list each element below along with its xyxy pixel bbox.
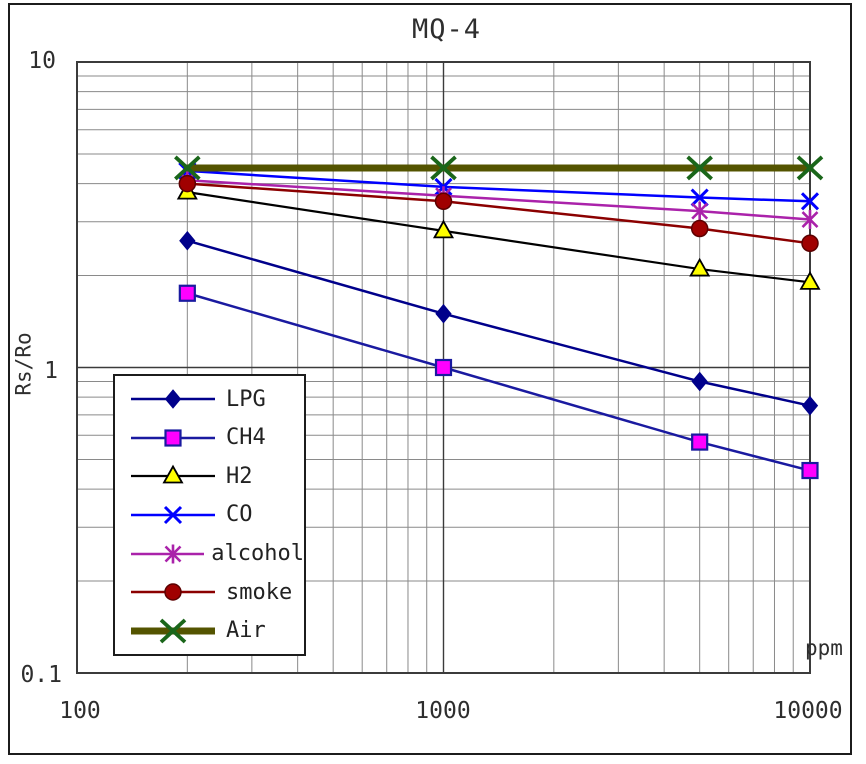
legend-label-smoke: smoke [226,579,293,605]
ch4-line-marker-icon [131,429,215,447]
legend-label-lpg: LPG [226,386,266,412]
legend-label-ch4: CH4 [226,425,266,451]
legend-item-h2: H2 [127,458,304,494]
co-line-marker-icon [131,505,215,525]
legend-item-smoke: smoke [127,574,304,610]
x-axis-unit-label: ppm [805,636,843,660]
y-tick-1: 1 [44,358,58,384]
legend-label-h2: H2 [226,463,253,489]
legend-item-co: CO [127,497,304,533]
y-axis-label: Rs/Ro [11,332,36,396]
legend-label-air: Air [226,618,266,644]
legend-label-co: CO [226,502,253,528]
lpg-line-marker-icon [131,389,215,410]
h2-line-marker-icon [131,465,215,484]
legend-item-alcohol: alcohol [127,536,304,572]
legend-item-air: Air [127,613,304,649]
y-tick-0p1: 0.1 [20,662,62,688]
y-tick-10: 10 [28,48,56,74]
alcohol-line-marker-icon [131,544,205,564]
x-tick-1000: 1000 [415,698,471,724]
air-line-marker-icon [131,618,215,644]
legend-item-lpg: LPG [127,381,304,417]
smoke-line-marker-icon [131,583,215,601]
legend-label-alcohol: alcohol [211,541,304,567]
x-tick-100: 100 [59,698,101,724]
chart-legend: LPG CH4 H2 CO alcohol smoke Air [113,374,306,656]
x-tick-10000: 10000 [773,698,843,724]
legend-item-ch4: CH4 [127,420,304,456]
chart-title: MQ-4 [412,14,482,45]
